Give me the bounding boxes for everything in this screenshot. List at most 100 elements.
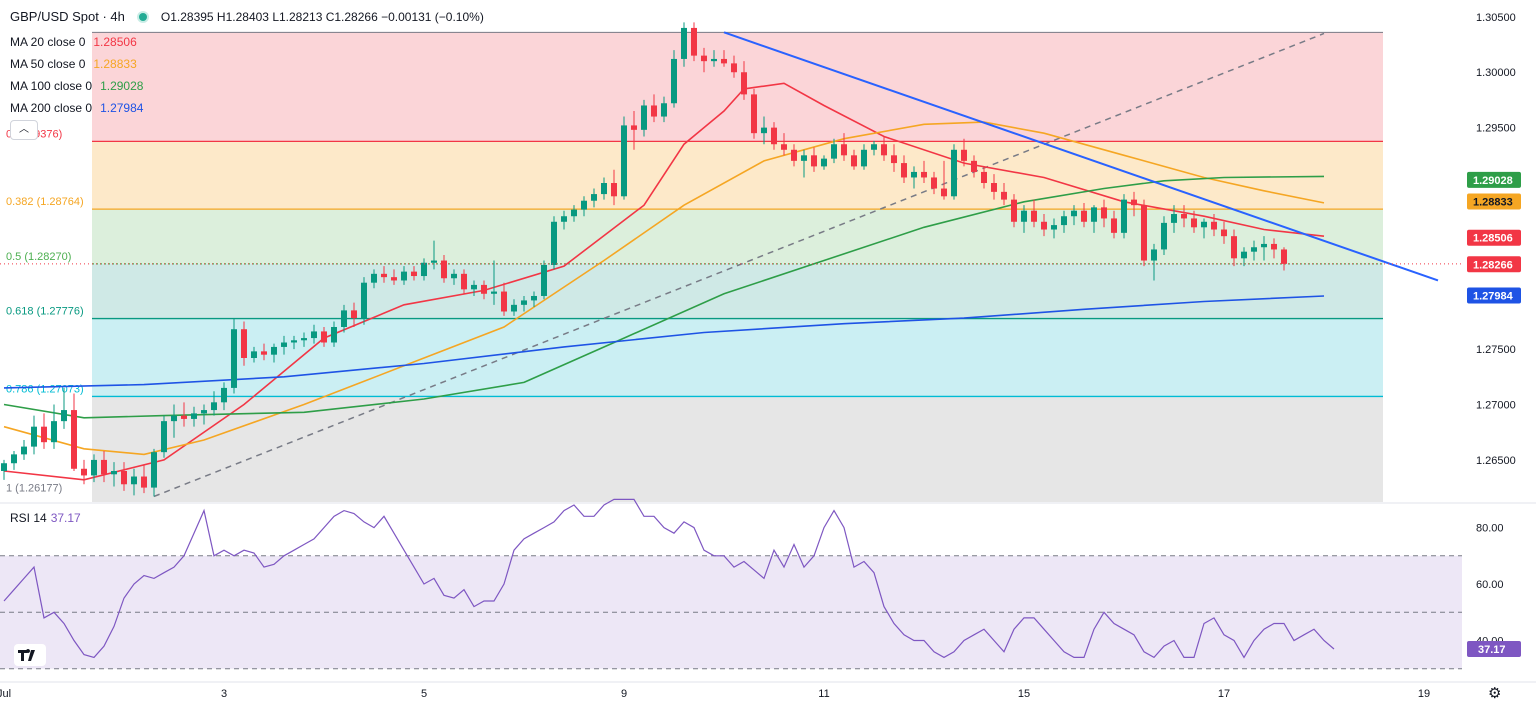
candle-body	[871, 144, 877, 150]
candle-body	[181, 415, 187, 419]
candle-body	[41, 426, 47, 443]
gear-icon[interactable]: ⚙	[1488, 685, 1502, 702]
candle-body	[1241, 251, 1247, 259]
candle-body	[931, 177, 937, 189]
candle-body	[691, 27, 697, 56]
candle-body	[821, 158, 827, 167]
candle-body	[21, 446, 27, 455]
candle-body	[391, 277, 397, 281]
candle-body	[941, 188, 947, 197]
candle-body	[811, 155, 817, 167]
candle-body	[71, 410, 77, 469]
ma-legend-row[interactable]: MA 200 close 0 1.27984	[10, 97, 145, 119]
candle-body	[1121, 199, 1127, 233]
candle-body	[481, 284, 487, 294]
candle-body	[1171, 214, 1177, 223]
ma-legend-row[interactable]: MA 50 close 0 1.28833	[10, 53, 145, 75]
candle-body	[321, 331, 327, 343]
candle-body	[771, 127, 777, 145]
candle-body	[731, 63, 737, 73]
candle-body	[31, 426, 37, 447]
time-tick-label: 15	[1018, 688, 1030, 700]
candle-body	[371, 273, 377, 283]
candle-body	[291, 340, 297, 343]
tradingview-logo-icon[interactable]	[14, 644, 46, 666]
candle-body	[171, 415, 177, 422]
candle-body	[1101, 207, 1107, 219]
candle-body	[611, 183, 617, 197]
ma-50-label: MA 50 close 0	[10, 57, 86, 71]
candle-body	[1161, 222, 1167, 250]
candle-body	[1041, 221, 1047, 230]
candle-body	[431, 260, 437, 263]
ohlc-readout: O1.28395 H1.28403 L1.28213 C1.28266 −0.0…	[160, 9, 484, 24]
candle-body	[651, 105, 657, 117]
rsi-value: 37.17	[50, 511, 81, 525]
candle-body	[271, 346, 277, 355]
candle-body	[671, 58, 677, 104]
candle-body	[851, 155, 857, 167]
candle-body	[101, 459, 107, 475]
market-status-dot	[138, 12, 147, 21]
candle-body	[141, 476, 147, 488]
candle-body	[1091, 207, 1097, 222]
candle-body	[1181, 214, 1187, 219]
candle-body	[1251, 247, 1257, 252]
fib-zone	[92, 263, 1383, 319]
candle-body	[621, 125, 627, 197]
candle-body	[201, 410, 207, 414]
candle-body	[191, 413, 197, 419]
fib-level-label: 0.618 (1.27776)	[6, 306, 84, 318]
candle-body	[1001, 191, 1007, 200]
candle-body	[381, 273, 387, 278]
fib-zone	[92, 32, 1383, 142]
candle-body	[1201, 221, 1207, 228]
candle-body	[961, 149, 967, 161]
ma-legend-row[interactable]: MA 20 close 0 1.28506	[10, 31, 145, 53]
candle-body	[131, 476, 137, 485]
price-tick-label: 1.26500	[1476, 455, 1516, 467]
rsi-value-badge	[1467, 640, 1521, 657]
candle-body	[51, 421, 57, 443]
collapse-legend-button[interactable]: ︿	[10, 120, 38, 140]
fib-zone	[92, 209, 1383, 264]
candle-body	[841, 144, 847, 156]
candle-body	[471, 284, 477, 290]
ma-line	[3, 175, 1325, 419]
candle-body	[411, 271, 417, 277]
chevron-up-icon: ︿	[19, 124, 29, 135]
candle-body	[1051, 225, 1057, 230]
candle-body	[541, 264, 547, 296]
candle-body	[1151, 249, 1157, 261]
time-tick-label: 17	[1218, 688, 1230, 700]
price-badge	[1467, 287, 1521, 304]
rsi-tick-label: 80.00	[1476, 523, 1504, 535]
candle-body	[81, 468, 87, 476]
ma-line	[3, 295, 1325, 389]
ma-legend-row[interactable]: MA 100 close 0 1.29028	[10, 75, 145, 97]
candle-body	[861, 149, 867, 167]
rsi-label: RSI 14	[10, 511, 47, 525]
candle-body	[1061, 216, 1067, 226]
candle-body	[251, 351, 257, 359]
candle-body	[1021, 210, 1027, 222]
candle-body	[121, 470, 127, 485]
candle-body	[361, 282, 367, 319]
candle-body	[711, 58, 717, 62]
rsi-legend[interactable]: RSI 14 37.17	[10, 511, 81, 525]
time-tick-label: 11	[818, 688, 829, 700]
candle-body	[1031, 210, 1037, 222]
price-tick-label: 1.29500	[1476, 123, 1516, 135]
candle-body	[11, 454, 17, 464]
ma-200-value: 1.27984	[100, 101, 144, 115]
candle-body	[601, 183, 607, 195]
candle-body	[681, 27, 687, 59]
fib-zone	[92, 318, 1383, 397]
candle-body	[981, 171, 987, 184]
candle-body	[331, 326, 337, 343]
symbol-label[interactable]: GBP/USD Spot · 4h	[10, 9, 125, 24]
candle-body	[511, 304, 517, 312]
candle-body	[791, 149, 797, 161]
fib-zone	[92, 396, 1383, 502]
